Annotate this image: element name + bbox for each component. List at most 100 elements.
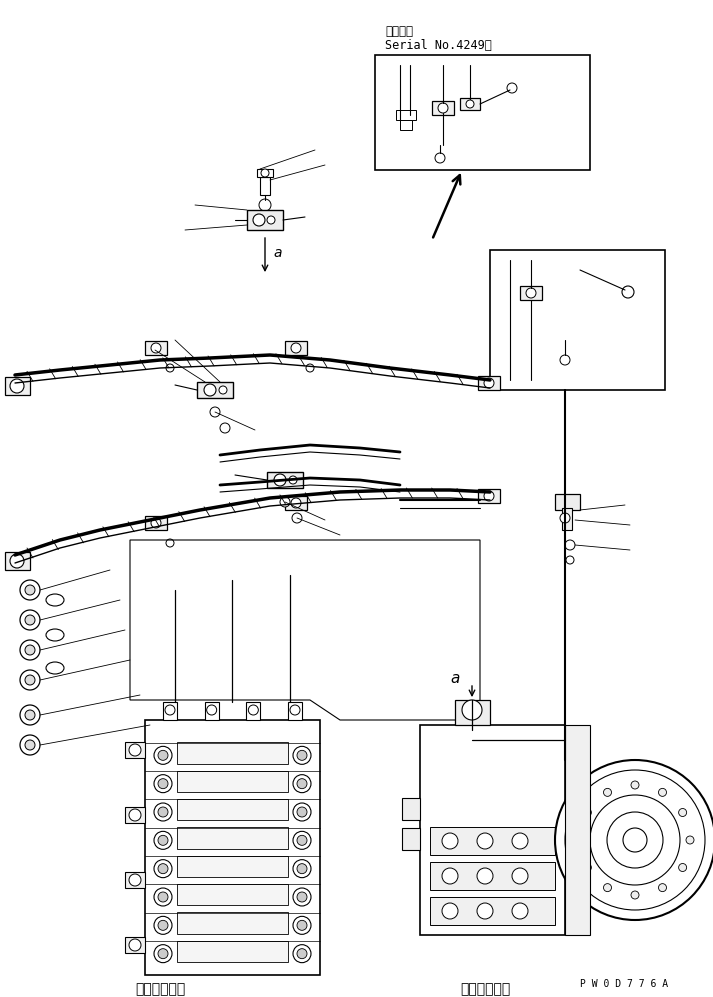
Circle shape [631, 891, 639, 899]
Circle shape [25, 675, 35, 685]
Bar [125, 872, 145, 888]
Circle shape [20, 640, 40, 660]
Circle shape [166, 364, 174, 372]
Bar [555, 494, 580, 510]
Circle shape [583, 863, 591, 871]
Bar [257, 169, 273, 177]
Bar [430, 827, 555, 855]
Circle shape [297, 835, 307, 845]
Bar [177, 884, 288, 905]
Circle shape [154, 888, 172, 906]
Bar [478, 376, 500, 390]
Bar [402, 798, 420, 820]
Circle shape [438, 103, 448, 113]
Text: a: a [450, 671, 459, 686]
Bar [246, 702, 260, 720]
Circle shape [158, 863, 168, 873]
Circle shape [622, 286, 634, 298]
Circle shape [566, 556, 574, 564]
Circle shape [274, 474, 286, 486]
Circle shape [435, 153, 445, 163]
Circle shape [20, 705, 40, 725]
Circle shape [293, 831, 311, 849]
Bar [520, 286, 542, 300]
Circle shape [20, 670, 40, 690]
Bar [177, 855, 288, 877]
Circle shape [293, 916, 311, 934]
Text: メインポンプ: メインポンプ [460, 982, 511, 996]
Circle shape [158, 751, 168, 761]
Circle shape [477, 903, 493, 919]
Bar [125, 742, 145, 758]
Circle shape [603, 883, 612, 891]
Bar [177, 912, 288, 933]
Circle shape [289, 476, 297, 484]
Circle shape [158, 949, 168, 959]
Bar [400, 120, 412, 130]
Circle shape [154, 803, 172, 821]
Circle shape [151, 518, 161, 528]
Text: 適用号機: 適用号機 [385, 25, 413, 38]
Circle shape [560, 513, 570, 523]
Bar [205, 702, 219, 720]
Bar [163, 702, 177, 720]
Circle shape [293, 945, 311, 963]
Circle shape [512, 868, 528, 884]
Circle shape [466, 100, 474, 108]
Circle shape [297, 863, 307, 873]
Circle shape [259, 199, 271, 211]
Circle shape [297, 779, 307, 789]
Bar [285, 341, 307, 355]
Circle shape [204, 384, 216, 396]
Bar [285, 496, 307, 510]
Text: P W 0 D 7 7 6 A: P W 0 D 7 7 6 A [580, 979, 668, 989]
Circle shape [158, 779, 168, 789]
Circle shape [686, 836, 694, 844]
Circle shape [555, 760, 713, 920]
Circle shape [267, 216, 275, 224]
Circle shape [297, 751, 307, 761]
Circle shape [576, 836, 584, 844]
Circle shape [291, 498, 301, 508]
Circle shape [158, 835, 168, 845]
Bar [402, 828, 420, 850]
Circle shape [25, 740, 35, 750]
Bar [478, 489, 500, 503]
Circle shape [158, 892, 168, 902]
Bar [375, 55, 590, 170]
Circle shape [165, 705, 175, 715]
Bar [432, 101, 454, 115]
Circle shape [565, 540, 575, 550]
Circle shape [442, 833, 458, 849]
Circle shape [129, 809, 141, 821]
Circle shape [280, 497, 290, 507]
Circle shape [659, 789, 667, 797]
Bar [490, 250, 665, 390]
Circle shape [248, 705, 258, 715]
Circle shape [679, 863, 687, 871]
Circle shape [297, 949, 307, 959]
Circle shape [477, 833, 493, 849]
Ellipse shape [46, 594, 64, 606]
Circle shape [10, 379, 24, 393]
Circle shape [129, 744, 141, 756]
Bar [455, 700, 490, 725]
Circle shape [526, 288, 536, 298]
Bar [260, 177, 270, 195]
Circle shape [560, 355, 570, 365]
Circle shape [507, 83, 517, 93]
Bar [267, 472, 303, 488]
Bar [197, 382, 233, 398]
Circle shape [207, 705, 217, 715]
Text: Serial No.4249～: Serial No.4249～ [385, 39, 492, 52]
Circle shape [297, 920, 307, 930]
Circle shape [293, 747, 311, 765]
Circle shape [154, 775, 172, 793]
Circle shape [20, 580, 40, 600]
Bar [460, 98, 480, 110]
Circle shape [25, 615, 35, 625]
Bar [565, 725, 590, 935]
Circle shape [20, 610, 40, 630]
Circle shape [219, 386, 227, 394]
Circle shape [484, 491, 494, 501]
